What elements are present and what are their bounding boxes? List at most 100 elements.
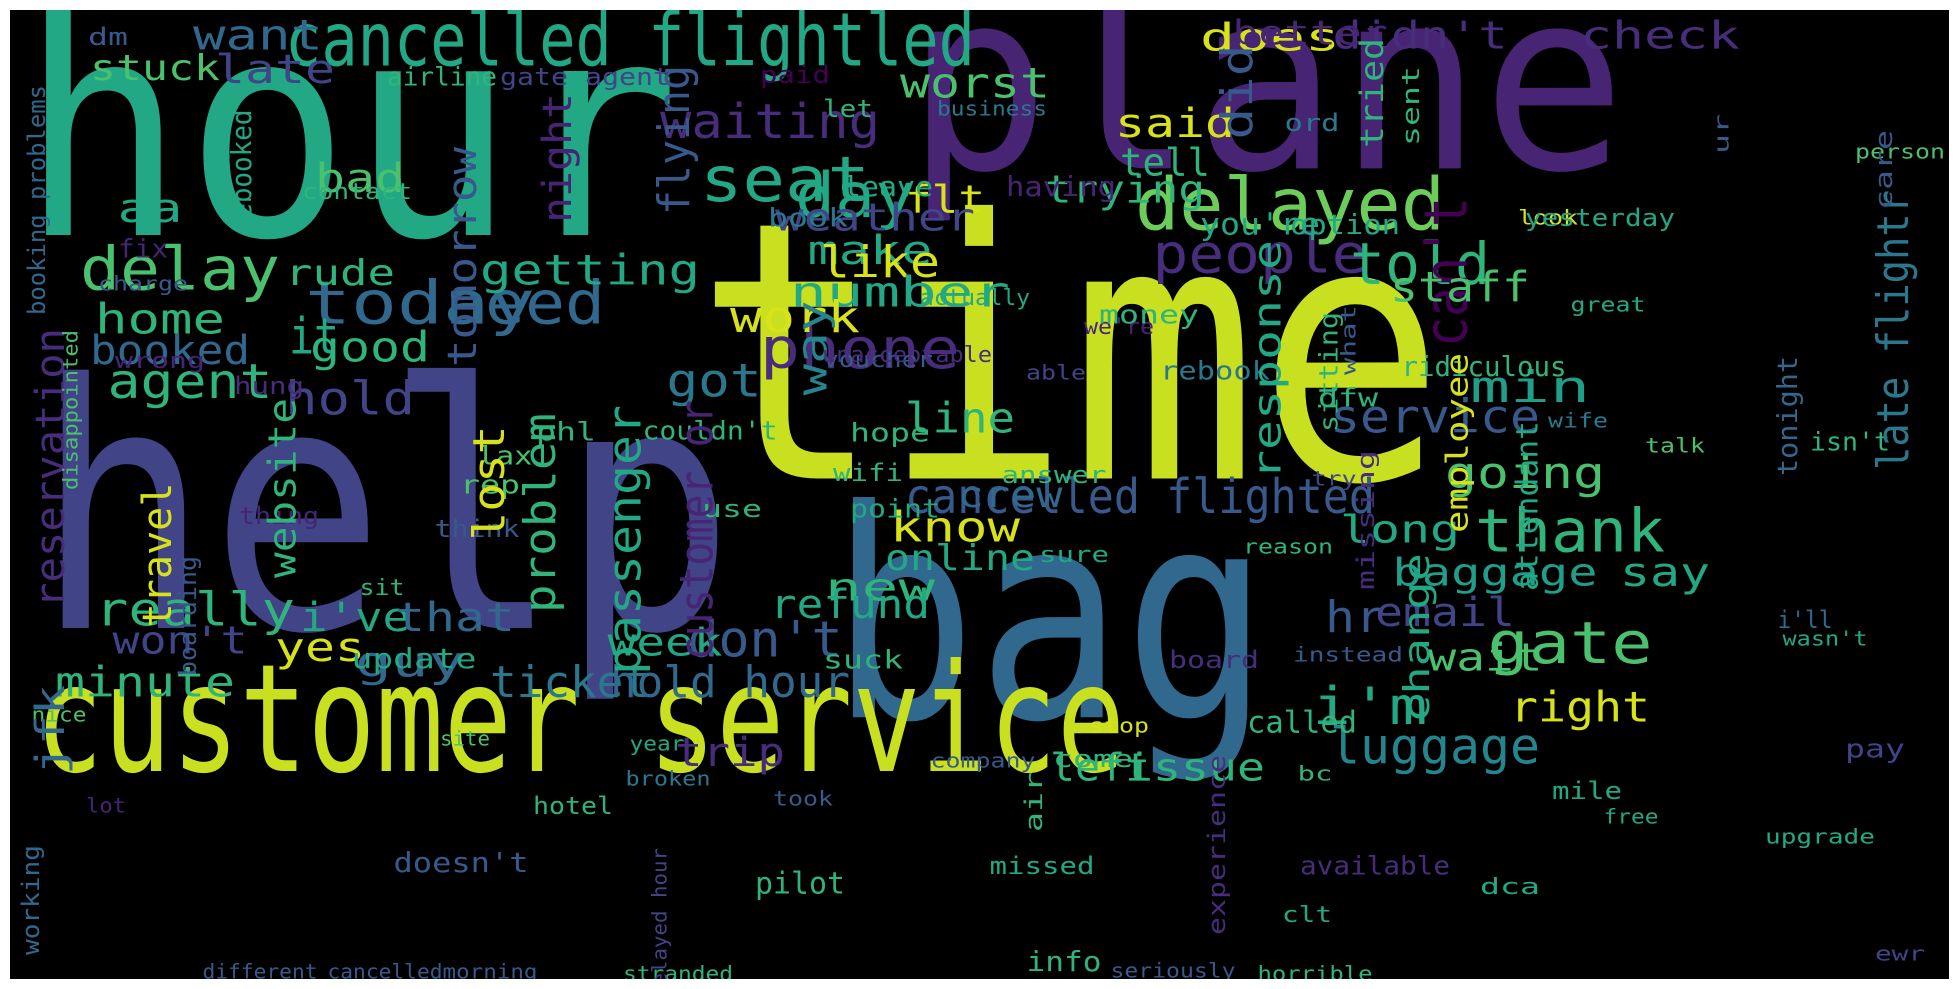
cloud-word-care: care — [1870, 130, 1898, 210]
cloud-word-lot: lot — [86, 794, 126, 818]
cloud-word-experience: experience — [1203, 755, 1231, 935]
cloud-word-couldn-t: couldn't — [643, 417, 778, 447]
cloud-word-rebook: rebook — [1160, 357, 1270, 387]
cloud-word-new: new — [825, 566, 935, 610]
cloud-word-know: know — [890, 503, 1021, 552]
cloud-word-staff: staff — [1390, 263, 1530, 312]
cloud-word-right: right — [1510, 683, 1650, 732]
cloud-word-ord: ord — [1285, 109, 1340, 137]
cloud-word-late-flightr: late flightr — [1868, 190, 1919, 470]
cloud-word-week: week — [608, 621, 723, 665]
cloud-word-working: working — [17, 845, 45, 955]
cloud-word-delay: delay — [80, 235, 280, 305]
cloud-word-employee: employee — [1441, 353, 1476, 533]
cloud-word-able: able — [1026, 361, 1086, 385]
cloud-word-unacceptable: unacceptable — [822, 343, 992, 368]
cloud-word-come: come — [1053, 745, 1133, 773]
cloud-word-say: say — [1620, 550, 1710, 596]
cloud-word-leave: leave — [843, 170, 933, 203]
cloud-word-clt: clt — [1282, 903, 1332, 928]
cloud-word-having: having — [1006, 170, 1116, 203]
cloud-word-service: service — [1330, 390, 1540, 444]
cloud-word-sent: sent — [1397, 66, 1425, 146]
cloud-word-tomorrow: tomorrow — [440, 146, 486, 367]
cloud-word-use: use — [702, 495, 762, 523]
cloud-word-i-m: i'm — [1313, 677, 1428, 737]
cloud-word-gate-agent: gate agent — [500, 63, 670, 91]
cloud-word-lost: lost — [464, 426, 515, 541]
cloud-word-thing: thing — [239, 502, 319, 530]
cloud-word-great: great — [1571, 293, 1646, 317]
cloud-word-change: change — [1397, 553, 1438, 723]
cloud-word-i-ve: i've — [300, 595, 410, 641]
cloud-word-wrong: wrong — [115, 349, 205, 374]
cloud-word-think: think — [435, 515, 521, 543]
cloud-word-ewr: ewr — [1875, 942, 1925, 966]
cloud-word-ridiculous: ridiculous — [1402, 350, 1567, 383]
cloud-word-tell: tell — [1120, 141, 1210, 185]
cloud-word-want: want — [193, 11, 323, 60]
cloud-word-charge: charge — [98, 272, 188, 296]
cloud-word-thank: thank — [1475, 497, 1665, 567]
cloud-word-attendant: attendant — [1511, 421, 1546, 591]
cloud-word-line: line — [905, 394, 1015, 443]
cloud-word-stuck: stuck — [90, 48, 220, 89]
cloud-word-rude: rude — [285, 253, 395, 294]
cloud-word-baggage: baggage — [1393, 551, 1598, 595]
cloud-word-plane: plane — [906, 10, 1626, 227]
cloud-word-wifi: wifi — [833, 459, 903, 487]
cloud-word-business: business — [937, 97, 1047, 121]
cloud-word-contact: contact — [302, 180, 412, 205]
cloud-word-talk: talk — [1645, 434, 1705, 458]
cloud-word-fix: fix — [118, 235, 168, 265]
cloud-word-isn-t: isn't — [1810, 428, 1890, 458]
cloud-word-info: info — [1027, 945, 1102, 978]
cloud-word-different: different — [203, 960, 318, 980]
cloud-word-seriously: seriously — [1111, 959, 1236, 980]
cloud-word-i-ll: i'll — [1778, 606, 1833, 634]
cloud-word-missing: missing — [1352, 450, 1380, 590]
cloud-word-response: response — [1246, 240, 1290, 480]
cloud-word-stop: stop — [1089, 714, 1149, 738]
cloud-word-lax: lax — [478, 442, 533, 472]
cloud-word-took: took — [773, 787, 833, 811]
cloud-word-horrible: horrible — [1258, 962, 1373, 980]
cloud-word-make: make — [808, 228, 933, 274]
cloud-word-sit: sit — [360, 576, 405, 601]
cloud-word-didn-t: didn't — [1333, 14, 1508, 58]
cloud-word-problem: problem — [515, 413, 566, 613]
cloud-word-flt: flt — [905, 178, 985, 222]
cloud-word-hold: hold — [285, 372, 415, 426]
cloud-word-today: today — [305, 269, 535, 339]
cloud-word-disappointed: disappointed — [59, 330, 83, 490]
cloud-word-rep: rep — [460, 471, 520, 501]
cloud-word-trying: trying — [1045, 168, 1205, 212]
cloud-word-option: option — [1290, 208, 1400, 241]
cloud-word-hung: hung — [234, 372, 304, 400]
cloud-word-delayed-hour: delayed hour — [648, 848, 672, 979]
cloud-word-booking-problems: booking problems — [23, 85, 51, 315]
cloud-word-wife: wife — [1548, 409, 1608, 433]
cloud-word-voucher: voucher — [823, 348, 933, 373]
cloud-word-nice: nice — [32, 703, 87, 727]
cloud-word-time: time — [695, 144, 1445, 563]
cloud-word-refund: refund — [770, 582, 930, 628]
cloud-word-people: people — [1153, 223, 1368, 286]
cloud-word-better: better — [1233, 14, 1388, 54]
cloud-background — [10, 10, 1949, 979]
cloud-word-sitting: sitting — [1315, 312, 1345, 432]
cloud-word-hotel: hotel — [533, 792, 613, 820]
cloud-word-check: check — [1580, 14, 1740, 58]
cloud-word-getting: getting — [480, 246, 700, 295]
cloud-word-wasn-t: wasn't — [1783, 627, 1868, 651]
cloud-word-point: point — [850, 495, 940, 525]
cloud-word-cancelled-flighted: cancelled flighted — [905, 469, 1375, 525]
cloud-word-number: number — [790, 268, 1010, 317]
cloud-word-going: going — [1445, 448, 1605, 499]
cloud-word-instead: instead — [1293, 643, 1403, 667]
cloud-word-customer-or: customer or — [670, 400, 724, 660]
cloud-word-air: air — [1020, 772, 1048, 832]
cloud-word-passenger: passenger — [598, 405, 652, 675]
cloud-word-way: way — [788, 301, 837, 396]
cloud-word-trip: trip — [675, 730, 785, 776]
